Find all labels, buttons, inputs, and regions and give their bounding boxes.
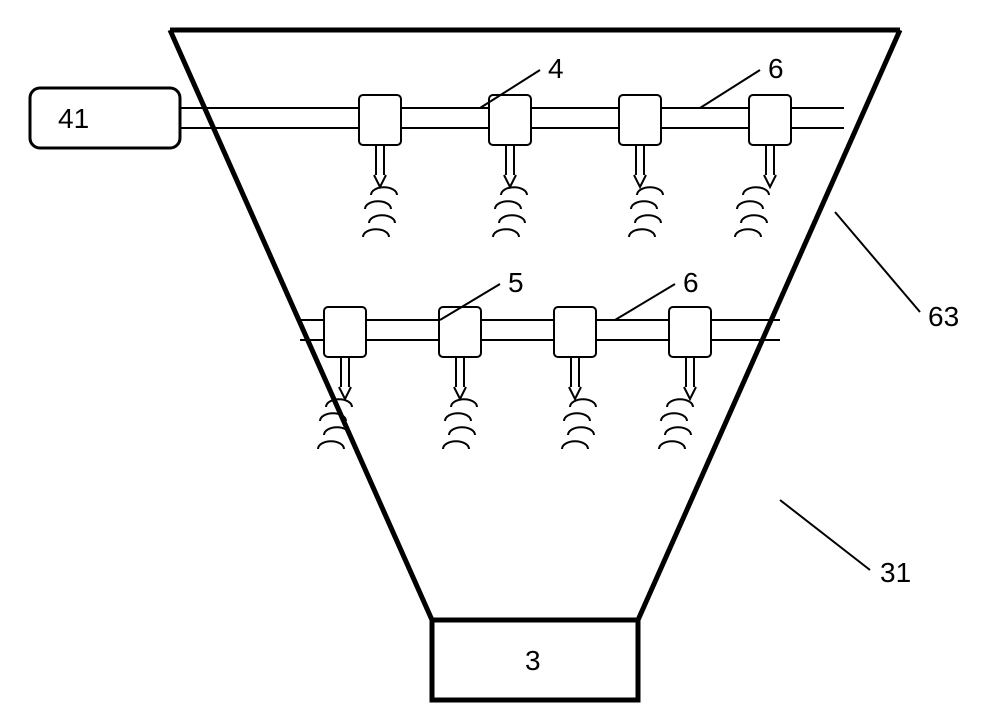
svg-text:3: 3 [525, 645, 541, 676]
svg-text:31: 31 [880, 557, 911, 588]
svg-text:5: 5 [508, 267, 524, 298]
svg-text:6: 6 [768, 53, 784, 84]
svg-text:41: 41 [58, 103, 89, 134]
svg-text:63: 63 [928, 301, 959, 332]
svg-text:4: 4 [548, 53, 564, 84]
svg-text:6: 6 [683, 267, 699, 298]
